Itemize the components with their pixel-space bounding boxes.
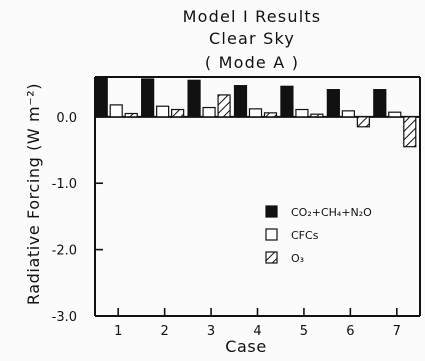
x-axis-label: Case bbox=[225, 337, 267, 356]
y-tick-label: -1.0 bbox=[52, 177, 77, 192]
legend-swatch bbox=[265, 228, 278, 241]
y-tick-label: -3.0 bbox=[52, 310, 77, 325]
chart-title-line-1: Model I Results bbox=[183, 7, 322, 26]
bar-mark bbox=[171, 108, 185, 118]
bar-mark bbox=[295, 108, 309, 118]
bar-mark bbox=[326, 89, 340, 118]
legend-swatch bbox=[265, 205, 278, 218]
bar-mark bbox=[141, 78, 155, 118]
chart-title-line-3: ( Mode A ) bbox=[205, 53, 299, 72]
x-tick-label: 2 bbox=[161, 324, 169, 339]
x-tick-label: 4 bbox=[253, 324, 261, 339]
bar-mark bbox=[248, 108, 263, 118]
bar-mark bbox=[202, 106, 216, 118]
bar-mark bbox=[388, 111, 402, 118]
bar-mark bbox=[156, 105, 170, 118]
legend-label: O₃ bbox=[291, 252, 304, 265]
bar-mark bbox=[263, 112, 278, 118]
legend-label: CO₂+CH₄+N₂O bbox=[291, 206, 372, 219]
bar-mark bbox=[94, 77, 108, 118]
x-tick-label: 3 bbox=[207, 324, 215, 339]
y-tick-label: -2.0 bbox=[52, 244, 77, 259]
bar-mark bbox=[310, 113, 324, 118]
x-tick-label: 1 bbox=[114, 324, 122, 339]
legend-label: CFCs bbox=[291, 229, 319, 242]
bar-mark bbox=[341, 110, 355, 118]
bar-mark bbox=[356, 116, 370, 128]
chart-title-line-2: Clear Sky bbox=[209, 29, 295, 48]
bar-mark bbox=[373, 89, 387, 118]
x-tick-label: 7 bbox=[393, 324, 401, 339]
bar-mark bbox=[124, 112, 138, 118]
bar-mark bbox=[217, 94, 231, 118]
bar-mark bbox=[233, 85, 248, 118]
x-tick-label: 5 bbox=[300, 324, 308, 339]
y-axis-label: Radiative Forcing (W m⁻²) bbox=[24, 83, 43, 305]
x-tick-label: 6 bbox=[346, 324, 354, 339]
y-tick-label: 0.0 bbox=[56, 111, 77, 126]
bar-mark bbox=[403, 116, 417, 148]
bar-mark bbox=[280, 85, 294, 118]
legend-swatch bbox=[265, 251, 278, 264]
bar-mark bbox=[109, 104, 123, 118]
bar-mark bbox=[187, 79, 201, 118]
